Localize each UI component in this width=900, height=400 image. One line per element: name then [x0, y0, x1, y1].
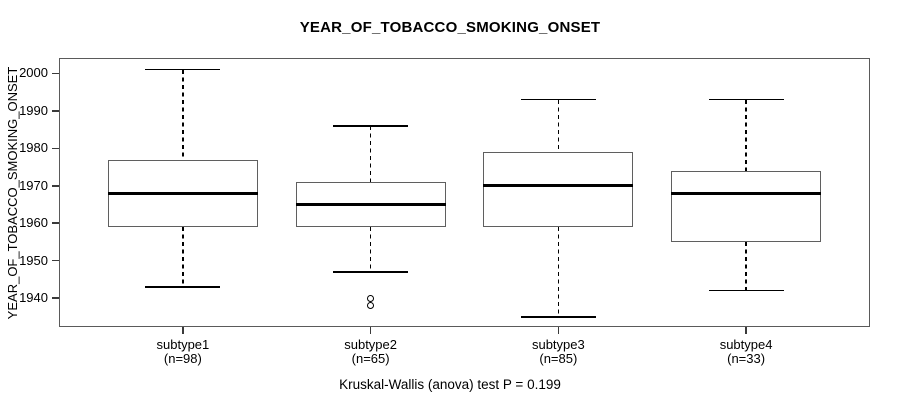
y-axis-tick-label: 1970: [19, 177, 48, 193]
chart-title: YEAR_OF_TOBACCO_SMOKING_ONSET: [299, 19, 601, 36]
x-axis-tick: [182, 327, 184, 334]
median-line: [483, 184, 634, 188]
x-axis-category-label: subtype4 (n=33): [676, 338, 816, 365]
x-axis-category-label: subtype1 (n=98): [113, 338, 253, 365]
upper-whisker-cap: [145, 68, 221, 71]
upper-whisker-line: [745, 99, 747, 171]
y-axis-tick: [52, 259, 59, 262]
upper-whisker-line: [369, 125, 372, 182]
lower-whisker-line: [745, 241, 747, 291]
category-n: (n=65): [351, 350, 390, 366]
lower-whisker-line: [182, 226, 184, 287]
y-axis-tick: [52, 222, 59, 224]
lower-whisker-line: [557, 226, 560, 317]
upper-whisker-cap: [333, 125, 409, 127]
upper-whisker-line: [557, 99, 560, 153]
category-n: (n=98): [163, 350, 202, 366]
lower-whisker-cap: [145, 286, 221, 288]
outlier-point: [367, 294, 375, 302]
category-name: subtype3: [531, 337, 585, 352]
lower-whisker-cap: [520, 316, 596, 318]
y-axis-tick: [52, 72, 59, 75]
category-n: (n=85): [539, 350, 578, 366]
x-axis-tick: [745, 327, 747, 334]
x-axis-tick: [369, 327, 372, 334]
upper-whisker-cap: [708, 98, 784, 101]
median-line: [295, 202, 446, 206]
y-axis-tick: [52, 147, 59, 150]
upper-whisker-line: [182, 69, 184, 160]
y-axis-tick-label: 1980: [19, 140, 48, 156]
y-axis-tick-label: 1940: [19, 290, 48, 306]
x-axis-category-label: subtype3 (n=85): [488, 338, 628, 365]
y-axis-tick: [52, 297, 59, 299]
upper-whisker-cap: [520, 98, 596, 101]
lower-whisker-line: [369, 226, 372, 272]
category-name: subtype2: [344, 337, 397, 352]
category-n: (n=33): [727, 350, 766, 366]
y-axis-tick-label: 1960: [19, 215, 48, 231]
median-line: [671, 191, 822, 195]
category-name: subtype4: [719, 337, 773, 352]
stat-test-annotation: Kruskal-Wallis (anova) test P = 0.199: [339, 377, 561, 392]
lower-whisker-cap: [333, 271, 409, 273]
x-axis-tick: [557, 327, 560, 334]
boxplot-box-subtype4: [671, 170, 822, 242]
median-line: [107, 191, 258, 195]
lower-whisker-cap: [708, 289, 784, 292]
y-axis-tick-label: 2000: [19, 65, 48, 81]
y-axis-tick-label: 1990: [19, 102, 48, 118]
outlier-point: [367, 302, 375, 310]
x-axis-category-label: subtype2 (n=65): [301, 338, 441, 365]
y-axis-tick-label: 1950: [19, 252, 48, 268]
y-axis-tick: [52, 185, 59, 187]
boxplot-box-subtype3: [483, 152, 634, 227]
y-axis-tick: [52, 110, 59, 112]
category-name: subtype1: [156, 337, 210, 352]
